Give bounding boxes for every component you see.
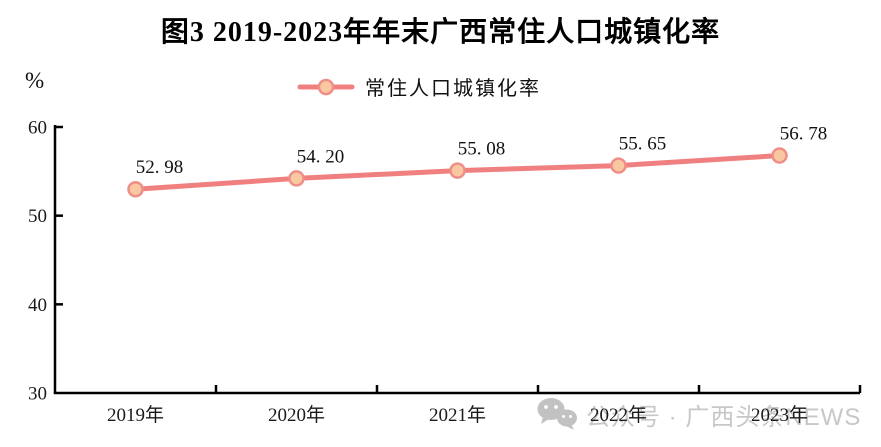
y-tick-label: 60 xyxy=(28,118,47,139)
legend-marker-icon xyxy=(297,78,355,95)
x-category-label: 2023年 xyxy=(751,404,808,426)
y-tick-label: 30 xyxy=(28,384,47,405)
x-category-label: 2022年 xyxy=(590,404,647,426)
data-point-marker xyxy=(771,147,788,164)
data-point-label: 54. 20 xyxy=(297,146,345,167)
legend: 常住人口城镇化率 xyxy=(297,72,541,101)
legend-marker-circle xyxy=(317,78,335,95)
x-category-label: 2021年 xyxy=(429,404,486,426)
watermark-text: 公众号 · 广西头条NEWS xyxy=(586,403,862,431)
y-tick-label: 50 xyxy=(28,206,47,227)
data-point-marker xyxy=(288,170,305,187)
chart-title: 图3 2019-2023年年末广西常住人口城镇化率 xyxy=(160,17,721,48)
data-point-marker xyxy=(127,180,144,198)
x-category-label: 2019年 xyxy=(107,404,164,426)
y-axis-unit-label: % xyxy=(25,68,45,93)
watermark: 公众号 · 广西头条NEWS xyxy=(536,396,861,432)
data-point-label: 55. 08 xyxy=(458,139,506,160)
y-tick-label: 40 xyxy=(28,295,47,316)
data-point-marker xyxy=(610,157,627,174)
data-point-label: 52. 98 xyxy=(136,157,184,178)
wechat-icon xyxy=(537,398,577,430)
x-category-label: 2020年 xyxy=(268,404,325,426)
data-point-label: 56. 78 xyxy=(780,124,828,145)
data-point-marker xyxy=(449,162,466,179)
data-point-label: 55. 65 xyxy=(619,134,667,155)
legend-label: 常住人口城镇化率 xyxy=(365,78,541,100)
